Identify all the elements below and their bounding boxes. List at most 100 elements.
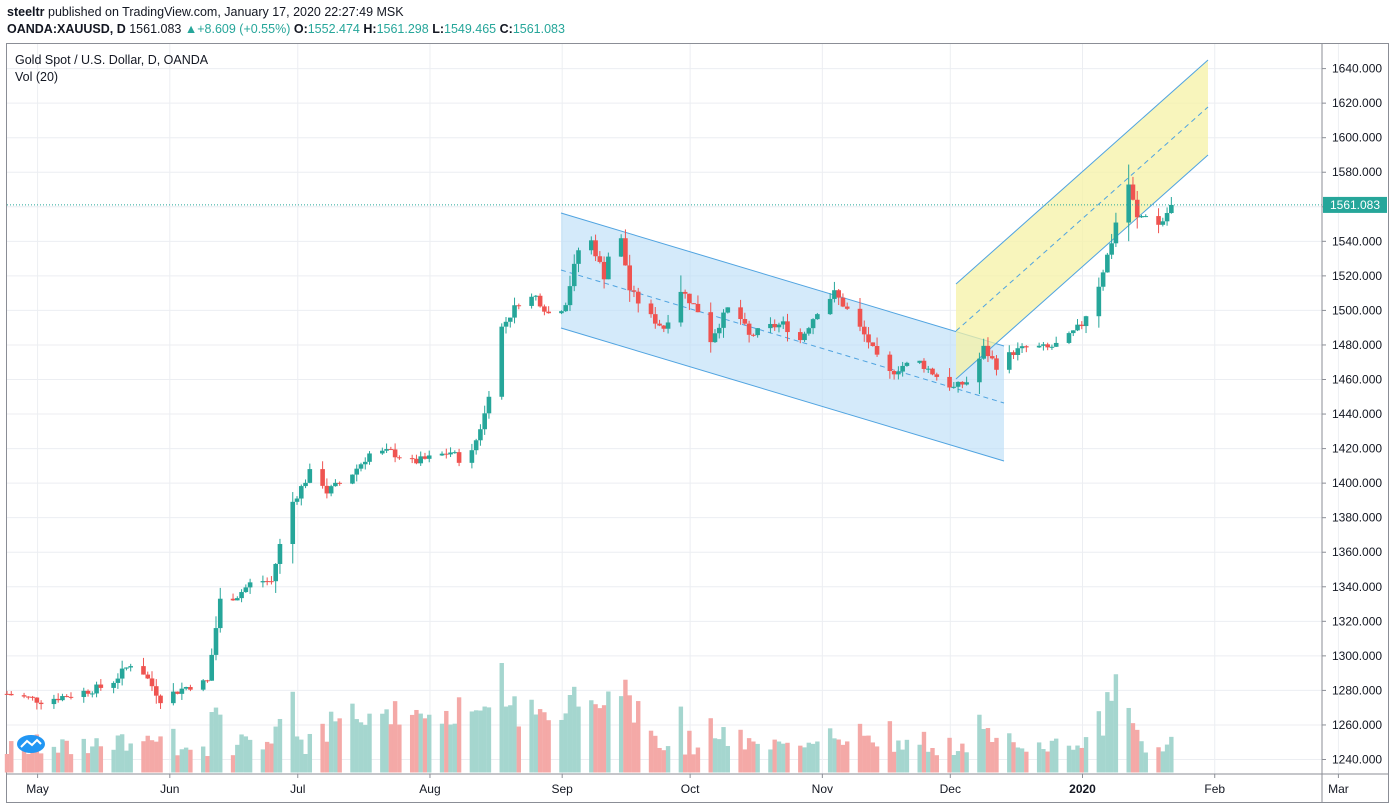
chart-frame[interactable]	[6, 43, 1389, 803]
candle-body	[409, 458, 415, 460]
candle-body	[516, 305, 522, 307]
volume-bar	[981, 728, 986, 773]
open-value: 1552.474	[307, 22, 360, 36]
volume-bar	[145, 735, 150, 773]
volume-bar	[499, 663, 504, 773]
candle-body	[678, 291, 684, 323]
price-tick-label: 1620.000	[1332, 96, 1382, 110]
volume-bar	[1045, 751, 1050, 773]
candle-body	[149, 678, 155, 687]
legend-indicator[interactable]: Vol (20)	[15, 70, 59, 84]
descending-channel-top	[560, 212, 1005, 347]
candle-body	[469, 450, 475, 463]
last-price-tag: 1561.083	[1323, 196, 1387, 213]
published-text: published on TradingView.com, January 17…	[48, 5, 404, 19]
volume-bar	[657, 747, 662, 773]
volume-bar	[320, 723, 325, 773]
candle-body	[452, 452, 458, 454]
candle-body	[205, 680, 210, 682]
volume-bar	[422, 718, 428, 773]
candle-body	[1045, 344, 1050, 348]
candle-body	[456, 452, 462, 463]
candle-body	[768, 323, 773, 329]
volume-bar	[486, 707, 492, 773]
tradingview-logo-icon[interactable]	[16, 734, 46, 754]
candle-body	[559, 311, 564, 314]
candle-body	[904, 362, 910, 366]
volume-bar	[218, 714, 223, 773]
volume-bar	[363, 724, 368, 773]
price-tick-label: 1600.000	[1332, 131, 1382, 145]
price-tick-label: 1420.000	[1332, 442, 1382, 456]
time-axis: May Jun Jul Aug Sep Oct Nov Dec 2020 Feb Mar	[26, 774, 1349, 796]
volume-bar	[64, 740, 69, 773]
volume-bar	[665, 746, 671, 773]
low-label: L:	[432, 22, 444, 36]
price-tick-label: 1340.000	[1332, 580, 1382, 594]
volume-bar	[1100, 735, 1106, 773]
volume-bar	[111, 749, 116, 773]
author-name[interactable]: steeltr	[7, 5, 45, 19]
candle-body	[171, 691, 176, 704]
price-tick-label: 1440.000	[1332, 407, 1382, 421]
volume-bar	[576, 706, 581, 773]
volume-bar	[1041, 749, 1046, 773]
candle-body	[994, 358, 999, 370]
candle-body	[439, 453, 445, 456]
candle-body	[989, 356, 995, 359]
volume-bar	[1143, 752, 1148, 773]
volume-bar	[921, 731, 927, 773]
candle-body	[294, 498, 300, 502]
volume-bar	[985, 728, 991, 773]
candle-body	[1156, 216, 1161, 225]
volume-bar	[149, 740, 155, 773]
volume-bar	[188, 749, 193, 773]
candle-body	[1134, 199, 1140, 218]
volume-bar	[427, 714, 432, 773]
volume-bar	[154, 741, 159, 773]
volume-bar	[183, 747, 189, 773]
volume-bar	[678, 706, 684, 773]
candle-body	[542, 306, 547, 312]
volume-bar	[55, 752, 61, 773]
volume-bar	[367, 713, 372, 773]
candle-body	[857, 308, 863, 327]
volume-bar	[798, 745, 803, 773]
candle-body	[661, 325, 667, 329]
candle-body	[217, 598, 223, 629]
price-tick-label: 1280.000	[1332, 683, 1382, 697]
candle-body	[418, 456, 424, 464]
volume-bar	[827, 728, 833, 773]
volume-bar	[392, 701, 398, 773]
volume-bar	[930, 748, 935, 773]
volume-bar	[597, 708, 603, 773]
volume-bar	[388, 724, 394, 773]
last-price-tag-text: 1561.083	[1330, 198, 1380, 212]
price-tick-label: 1320.000	[1332, 614, 1382, 628]
candle-body	[947, 376, 952, 388]
volume-bar	[725, 745, 730, 773]
candle-body	[354, 468, 360, 475]
candle-body	[797, 332, 803, 341]
price-tick-label: 1380.000	[1332, 511, 1382, 525]
candle-body	[815, 314, 820, 320]
volume-bar	[243, 736, 249, 773]
grid-lines	[7, 44, 1339, 774]
candle-body	[827, 298, 833, 315]
volume-bar	[951, 754, 957, 773]
last-price: 1561.083	[129, 22, 182, 36]
volume-bar	[977, 714, 982, 773]
time-tick-label: Dec	[940, 782, 961, 796]
volume-bar	[448, 724, 453, 773]
price-tick-label: 1240.000	[1332, 753, 1382, 767]
volume-bar	[572, 686, 577, 773]
volume-bar	[439, 723, 445, 773]
candle-body	[576, 250, 581, 264]
candle-body	[887, 354, 893, 371]
volume-bar	[934, 755, 939, 773]
volume-bar	[358, 722, 364, 773]
volume-bar	[1105, 692, 1110, 773]
candle-body	[141, 666, 146, 675]
candle-body	[21, 695, 27, 697]
